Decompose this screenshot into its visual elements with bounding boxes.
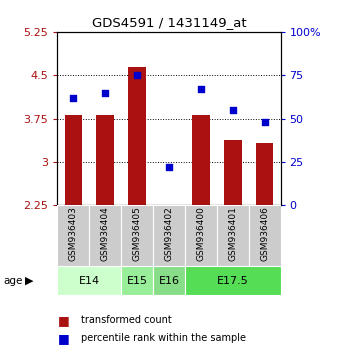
Bar [256, 143, 273, 205]
Bar [89, 205, 121, 266]
Point [71, 95, 76, 101]
Bar [57, 205, 89, 266]
Text: GDS4591 / 1431149_at: GDS4591 / 1431149_at [92, 16, 246, 29]
Text: E14: E14 [79, 275, 100, 286]
Text: ■: ■ [57, 314, 69, 327]
Text: E16: E16 [159, 275, 179, 286]
Point [102, 90, 108, 95]
Point [262, 119, 267, 125]
Bar [192, 115, 210, 205]
Bar [121, 205, 153, 266]
Text: GSM936401: GSM936401 [228, 206, 237, 261]
Text: GSM936402: GSM936402 [165, 206, 173, 261]
Text: GSM936405: GSM936405 [132, 206, 142, 261]
Text: ▶: ▶ [24, 275, 33, 286]
Text: GSM936404: GSM936404 [101, 206, 110, 261]
Text: ■: ■ [57, 332, 69, 344]
Text: age: age [3, 275, 23, 286]
Bar [128, 67, 146, 205]
Bar [224, 140, 241, 205]
Point [166, 164, 172, 170]
Point [230, 107, 236, 113]
Bar [160, 205, 178, 207]
Point [135, 73, 140, 78]
Bar [57, 266, 121, 295]
Bar [185, 266, 281, 295]
Bar [153, 205, 185, 266]
Text: GSM936403: GSM936403 [69, 206, 78, 261]
Text: percentile rank within the sample: percentile rank within the sample [81, 333, 246, 343]
Bar [249, 205, 281, 266]
Point [198, 86, 203, 92]
Text: E17.5: E17.5 [217, 275, 249, 286]
Text: GSM936406: GSM936406 [260, 206, 269, 261]
Bar [153, 266, 185, 295]
Bar [185, 205, 217, 266]
Bar [65, 115, 82, 205]
Bar [217, 205, 249, 266]
Text: transformed count: transformed count [81, 315, 172, 325]
Bar [97, 115, 114, 205]
Text: E15: E15 [127, 275, 148, 286]
Text: GSM936400: GSM936400 [196, 206, 206, 261]
Bar [121, 266, 153, 295]
